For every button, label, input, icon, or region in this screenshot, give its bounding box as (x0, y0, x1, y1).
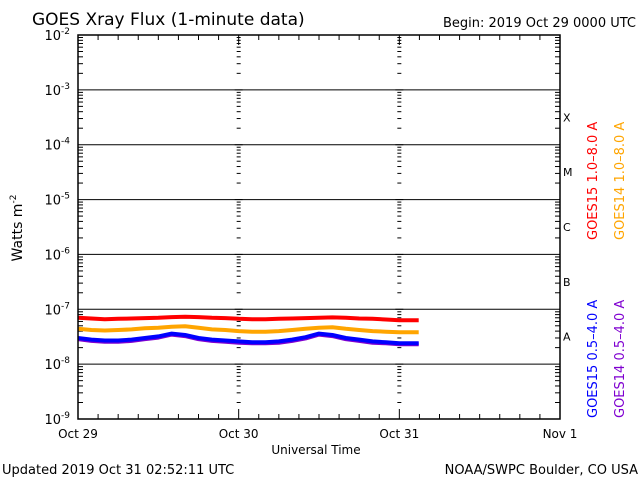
x-axis-label: Universal Time (271, 443, 360, 457)
x-tick-label: Oct 31 (379, 427, 419, 441)
y-tick-exponent: -8 (61, 356, 70, 366)
legend-item: GOES15 0.5–4.0 A (586, 300, 601, 418)
flare-class-label: C (563, 221, 571, 234)
y-tick-exponent: -5 (61, 192, 70, 202)
flare-class-label: A (563, 331, 571, 344)
y-tick-label: 10-2 (44, 27, 70, 44)
y-tick-labels: 10-210-310-410-510-610-710-810-9 (44, 27, 70, 428)
series-line-0 (77, 314, 419, 323)
y-tick-base: 10 (44, 358, 61, 373)
y-tick-label: 10-3 (44, 82, 70, 99)
x-tick-labels: Oct 29 Oct 30 Oct 31 Nov 1 (58, 427, 577, 441)
y-tick-label: 10-4 (44, 137, 70, 154)
y-tick-exponent: -7 (61, 301, 70, 311)
grid (77, 35, 561, 420)
legend-item: GOES14 0.5–4.0 A (613, 300, 628, 418)
y-tick-exponent: -2 (61, 27, 70, 37)
x-tick-label: Nov 1 (543, 427, 578, 441)
chart-title: GOES Xray Flux (1-minute data) (32, 10, 305, 30)
y-tick-exponent: -9 (61, 411, 70, 421)
x-tick-label: Oct 30 (219, 427, 259, 441)
plot-frame (77, 34, 561, 420)
y-tick-exponent: -6 (61, 246, 70, 256)
y-axis-label-text: Watts m (10, 204, 26, 262)
legend-item: GOES15 1.0–8.0 A (586, 122, 601, 240)
y-tick-exponent: -3 (61, 82, 70, 92)
flare-class-label: X (563, 111, 571, 124)
series-line-1 (77, 324, 419, 335)
y-tick-base: 10 (44, 413, 61, 428)
y-tick-label: 10-7 (44, 301, 70, 318)
y-tick-base: 10 (44, 194, 61, 209)
y-tick-label: 10-9 (44, 411, 70, 428)
y-axis-label-sup: -2 (9, 195, 19, 204)
y-tick-exponent: -4 (61, 137, 70, 147)
credit-label: NOAA/SWPC Boulder, CO USA (445, 463, 638, 478)
legend: GOES15 1.0–8.0 A GOES14 1.0–8.0 A GOES15 0… (586, 122, 628, 418)
series-line-3 (77, 331, 419, 346)
svg-text:Watts m-2: Watts m-2 (9, 195, 26, 262)
updated-timestamp: Updated 2019 Oct 31 02:52:11 UTC (2, 463, 234, 478)
y-tick-base: 10 (44, 248, 61, 263)
flare-class-label: M (563, 166, 573, 179)
y-tick-label: 10-6 (44, 246, 70, 263)
begin-label: Begin: 2019 Oct 29 0000 UTC (443, 16, 636, 31)
flare-class-label: B (563, 276, 571, 289)
y-tick-base: 10 (44, 139, 61, 154)
series-lines (77, 314, 419, 347)
y-tick-label: 10-8 (44, 356, 70, 373)
x-tick-label: Oct 29 (58, 427, 98, 441)
legend-item: GOES14 1.0–8.0 A (613, 122, 628, 240)
y-tick-base: 10 (44, 29, 61, 44)
y-axis-label: Watts m-2 (9, 195, 26, 262)
y-tick-base: 10 (44, 303, 61, 318)
y-tick-label: 10-5 (44, 192, 70, 209)
flare-class-labels: X M C B A (563, 111, 573, 343)
y-tick-base: 10 (44, 84, 61, 99)
